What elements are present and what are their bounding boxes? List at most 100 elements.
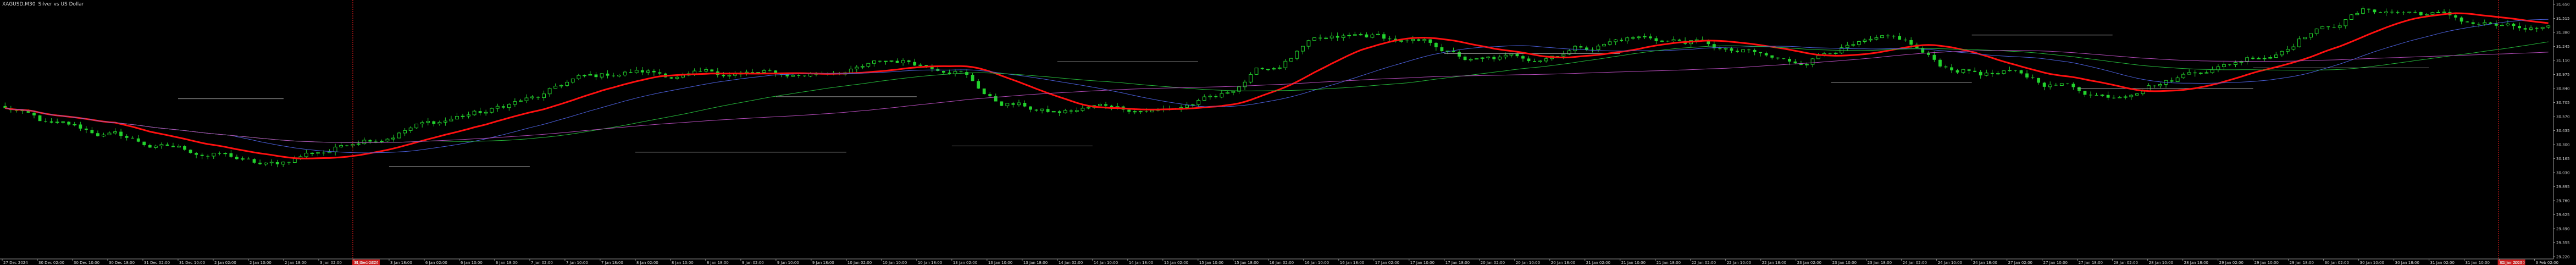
candle bbox=[1023, 100, 1027, 108]
candle-body-bear bbox=[1990, 73, 1994, 74]
candle bbox=[977, 79, 980, 89]
candle bbox=[2002, 70, 2006, 75]
candle-body-bear bbox=[67, 122, 71, 125]
candle-body-bear bbox=[1452, 51, 1455, 52]
candle-body-bull bbox=[1475, 58, 1479, 60]
candle bbox=[2454, 14, 2457, 21]
candle bbox=[84, 126, 88, 134]
candle bbox=[2402, 10, 2406, 15]
time-tick-label: 9 Jan 18:00 bbox=[812, 261, 834, 265]
time-tick-label: 15 Jan 18:00 bbox=[1234, 261, 1259, 265]
candle-body-bull bbox=[153, 145, 158, 148]
candle-body-bear bbox=[878, 60, 882, 62]
candle-body-bear bbox=[1828, 53, 1832, 54]
candle-body-bull bbox=[1226, 92, 1229, 94]
candle-body-bear bbox=[501, 106, 505, 108]
candle bbox=[1961, 69, 1965, 74]
candle-body-bull bbox=[2384, 12, 2388, 14]
candle-body-bull bbox=[1370, 34, 1375, 38]
candle-body-bull bbox=[2436, 12, 2440, 13]
candle bbox=[1498, 54, 1502, 61]
time-tick-label: 21 Jan 02:00 bbox=[1586, 261, 1610, 265]
candle-body-bull bbox=[2181, 74, 2186, 79]
candle bbox=[1458, 50, 1461, 59]
time-tick-label: 13 Jan 10:00 bbox=[988, 261, 1012, 265]
time-tick-label: 24 Jan 10:00 bbox=[1938, 261, 1962, 265]
candle-body-bear bbox=[189, 150, 192, 153]
candle bbox=[55, 118, 59, 124]
candle bbox=[467, 112, 470, 119]
time-tick-label: 16 Jan 18:00 bbox=[1340, 261, 1364, 265]
candle-body-bull bbox=[2048, 84, 2052, 87]
time-tick-label: 27 Dec 2024 bbox=[3, 261, 28, 265]
candle-body-bear bbox=[287, 162, 291, 163]
candle-body-bear bbox=[1463, 56, 1467, 60]
candle-body-bear bbox=[965, 72, 968, 75]
candle bbox=[2065, 83, 2069, 85]
candle bbox=[623, 70, 627, 77]
candle-body-bear bbox=[345, 145, 349, 146]
candle-body-bull bbox=[1074, 110, 1079, 112]
candle-body-bull bbox=[102, 134, 106, 137]
candle bbox=[2379, 12, 2382, 13]
candle-body-bull bbox=[107, 132, 112, 135]
candle bbox=[994, 93, 998, 102]
candle-body-bull bbox=[1254, 68, 1259, 75]
candle bbox=[1753, 48, 1757, 56]
price-tick-label: 30.705 bbox=[2556, 101, 2570, 105]
candle-body-bear bbox=[2518, 26, 2521, 29]
candle-body-bull bbox=[472, 111, 477, 115]
candle bbox=[1898, 32, 1902, 40]
time-tick-label: 30 Jan 02:00 bbox=[2325, 261, 2349, 265]
candle bbox=[1254, 68, 1259, 75]
candle bbox=[90, 127, 94, 135]
candle-body-bull bbox=[2500, 25, 2504, 26]
candle bbox=[971, 73, 974, 81]
candle bbox=[2546, 25, 2551, 29]
candle-body-bear bbox=[1770, 55, 1774, 58]
candle bbox=[3, 102, 7, 109]
candle bbox=[1336, 32, 1339, 41]
candle bbox=[1567, 48, 1571, 56]
period-separators: 31 Dec 2024 31 Jan 2025 bbox=[352, 0, 2525, 265]
candle bbox=[988, 92, 992, 97]
candle bbox=[2106, 91, 2110, 101]
candle-body-bear bbox=[374, 141, 378, 142]
candle bbox=[2419, 12, 2423, 16]
candle-body-bull bbox=[1202, 96, 1206, 101]
candle bbox=[1903, 37, 1907, 42]
candle-body-bear bbox=[652, 70, 656, 73]
candle-body-bull bbox=[2268, 57, 2273, 59]
candle-body-bull bbox=[1984, 73, 1988, 76]
time-tick-label: 21 Jan 10:00 bbox=[1621, 261, 1646, 265]
ma-line-ma-long bbox=[5, 50, 2549, 143]
candle bbox=[646, 69, 650, 75]
candle-body-bull bbox=[2320, 26, 2325, 30]
candle-body-bull bbox=[328, 151, 331, 153]
candle bbox=[1260, 67, 1264, 70]
candle-body-bear bbox=[1260, 68, 1264, 69]
candle bbox=[652, 69, 656, 76]
candle-body-bear bbox=[1515, 54, 1519, 57]
candle bbox=[472, 109, 477, 116]
candle-body-bear bbox=[913, 62, 917, 66]
candle-body-bear bbox=[90, 130, 94, 134]
time-tick-label: 28 Jan 18:00 bbox=[2184, 261, 2208, 265]
time-tick-label: 16 Jan 10:00 bbox=[1305, 261, 1329, 265]
candle-body-bull bbox=[1573, 46, 1577, 51]
candle bbox=[1295, 50, 1299, 60]
candle bbox=[1277, 65, 1282, 70]
candle-body-bear bbox=[1110, 106, 1114, 108]
candle bbox=[1040, 108, 1044, 114]
candle bbox=[1509, 53, 1514, 58]
candle-body-bear bbox=[183, 146, 186, 150]
candle bbox=[612, 73, 615, 78]
candle bbox=[1799, 60, 1803, 65]
candle-body-bear bbox=[96, 133, 99, 136]
candle-body-bear bbox=[2535, 27, 2539, 29]
candle bbox=[2506, 20, 2510, 27]
candle-body-bear bbox=[2390, 12, 2394, 13]
candle-body-bull bbox=[449, 119, 453, 122]
candle-body-bull bbox=[617, 75, 622, 76]
